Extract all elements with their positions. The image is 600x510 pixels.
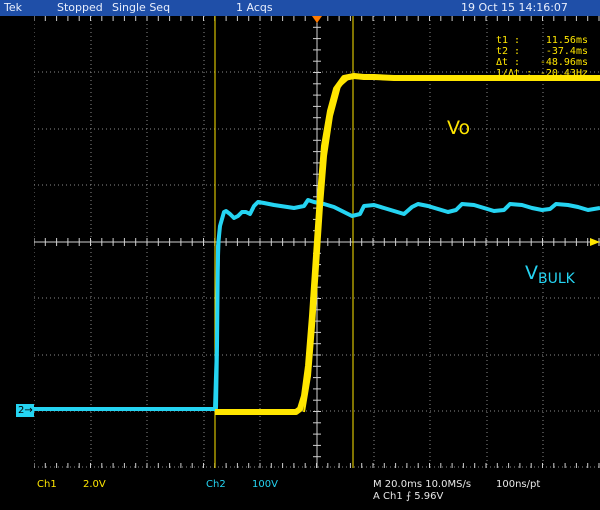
vo-trace-label: Vo [447,117,471,139]
trigger-readout[interactable]: A Ch1 ⨍ 5.96V [373,491,444,502]
ch2-label[interactable]: Ch2 [206,479,226,490]
ch1-vo-edge [303,78,349,413]
acquisition-mode: Single Seq [112,1,171,14]
t2-label: t2 : [496,46,521,57]
brand-label: Tek [4,1,22,14]
run-status: Stopped [57,1,103,14]
waveform-display[interactable]: t1 : 11.56ms t2 : -37.4ms Δt : -48.96ms 1/Δ… [33,15,600,468]
trigger-position-marker[interactable] [312,16,322,23]
ch2-ground-marker[interactable]: 2→ [16,404,34,417]
inverse-delta-t-value: -20.43Hz [539,68,588,79]
delta-t-value: -48.96ms [539,57,588,68]
resolution-readout: 100ns/pt [496,479,541,490]
ch2-vbulk-edge [213,227,221,410]
vbulk-trace-label: VBULK [525,262,575,287]
acquisition-count: 1 Acqs [236,1,273,14]
vbulk-label-sub: BULK [538,271,575,287]
cursor-readout: t1 : 11.56ms t2 : -37.4ms Δt : -48.96ms 1/Δ… [496,35,588,79]
date-time: 19 Oct 15 14:16:07 [461,1,568,14]
graticule-grid [33,16,600,468]
timebase-readout[interactable]: M 20.0ms 10.0MS/s [373,479,472,490]
delta-t-label: Δt : [496,57,521,68]
ch1-vo-trace [215,73,600,415]
t1-value: 11.56ms [545,35,588,46]
status-bar: Tek Stopped Single Seq 1 Acqs 19 Oct 15 … [0,0,600,16]
ch2-scale[interactable]: 100V [252,479,278,490]
t1-label: t1 : [496,35,521,46]
ch1-label[interactable]: Ch1 [37,479,57,490]
ch1-level-marker[interactable] [590,238,600,246]
waveform-svg [33,15,600,468]
ch2-marker-text: 2 [18,405,25,416]
t2-value: -37.4ms [545,46,588,57]
settings-bar: Ch1 2.0V Ch2 100V M 20.0ms 10.0MS/s 100n… [0,470,600,510]
vbulk-label-main: V [525,262,538,284]
ch2-vbulk-trace [34,198,600,411]
inverse-delta-t-label: 1/Δt : [496,68,533,79]
ch1-scale[interactable]: 2.0V [83,479,106,490]
